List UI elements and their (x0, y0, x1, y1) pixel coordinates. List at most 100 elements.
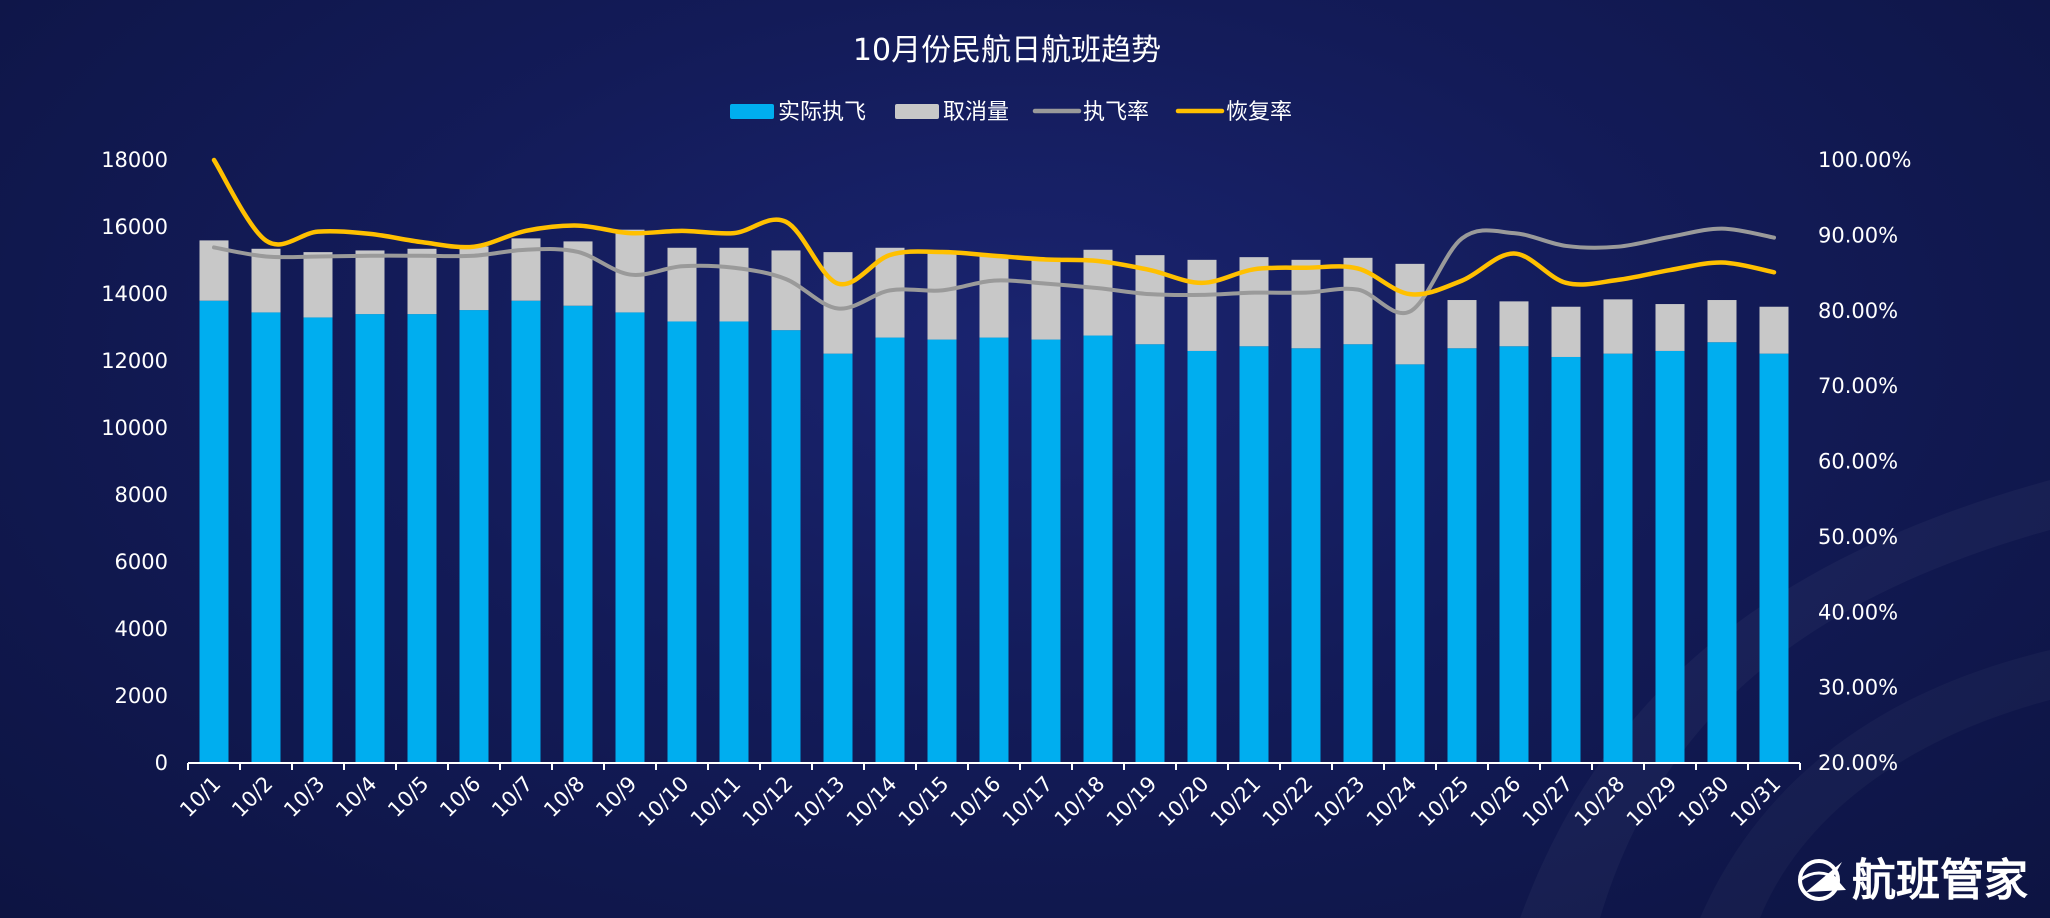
bar-cancellations (1551, 306, 1581, 357)
x-tick-label: 10/23 (1310, 772, 1370, 832)
x-tick-label: 10/30 (1674, 772, 1734, 832)
bar-actual-flights (979, 337, 1009, 763)
bar-cancellations (667, 247, 697, 322)
x-tick-label: 10/11 (686, 772, 746, 832)
x-tick-label: 10/5 (383, 772, 433, 822)
bar-actual-flights (1447, 348, 1477, 763)
x-axis: 10/1 10/2 10/3 10/4 10/5 10/6 10/7 10/8 10/910/1… (175, 762, 1801, 832)
line-flight-rate (212, 226, 1776, 316)
line-series (211, 157, 1777, 316)
x-tick-label: 10/14 (842, 772, 902, 832)
y-axis-left: 0 2000 4000 6000 8000 10000 12000 14000 16000 180… (101, 148, 168, 775)
bar-cancellations (1291, 259, 1321, 349)
y-left-tick-label: 10000 (101, 416, 168, 440)
legend-label: 实际执飞 (778, 100, 866, 125)
brand-watermark: 航班管家 (1798, 855, 2028, 906)
bar-actual-flights (563, 305, 593, 763)
bar-actual-flights (1083, 335, 1113, 763)
bar-cancellations (1187, 259, 1217, 351)
y-left-tick-label: 18000 (101, 148, 168, 172)
bar-actual-flights (1759, 353, 1789, 763)
legend-item: 执飞率 (1032, 100, 1149, 125)
bar-cancellations (355, 250, 385, 315)
x-tick-label: 10/18 (1050, 772, 1110, 832)
y-left-tick-label: 2000 (115, 684, 168, 708)
bar-actual-flights (719, 321, 749, 763)
bar-actual-flights (1135, 344, 1165, 763)
bar-cancellations (719, 247, 749, 322)
bar-actual-flights (875, 337, 905, 763)
x-tick-label: 10/25 (1414, 772, 1474, 832)
bar-actual-flights (927, 339, 957, 763)
bar-actual-flights (1291, 348, 1321, 763)
x-tick-label: 10/17 (998, 772, 1058, 832)
x-tick-label: 10/22 (1258, 772, 1318, 832)
bar-actual-flights (1239, 346, 1269, 763)
x-tick-label: 10/13 (790, 772, 850, 832)
x-tick-label: 10/16 (946, 772, 1006, 832)
x-tick-label: 10/2 (227, 772, 277, 822)
bar-actual-flights (1395, 364, 1425, 763)
x-tick-label: 10/12 (738, 772, 798, 832)
bar-actual-flights (1343, 344, 1373, 763)
bar-actual-flights (1187, 350, 1217, 763)
x-tick-label: 10/4 (331, 772, 381, 822)
bar-cancellations (1499, 301, 1529, 347)
y-right-tick-label: 70.00% (1818, 374, 1898, 398)
y-left-tick-label: 14000 (101, 282, 168, 306)
bar-actual-flights (199, 300, 229, 763)
bar-cancellations (1759, 306, 1789, 354)
x-tick-label: 10/3 (279, 772, 329, 822)
bar-actual-flights (1655, 350, 1685, 763)
x-tick-label: 10/24 (1362, 772, 1422, 832)
bar-actual-flights (355, 314, 385, 763)
bar-cancellations (771, 250, 801, 331)
x-tick-label: 10/21 (1206, 772, 1266, 832)
bar-actual-flights (251, 312, 281, 763)
y-right-tick-label: 20.00% (1818, 751, 1898, 775)
brand-name: 航班管家 (1852, 855, 2028, 906)
bar-cancellations (1655, 304, 1685, 351)
bar-actual-flights (1707, 342, 1737, 763)
bar-cancellations (1031, 257, 1061, 340)
bar-cancellations (927, 250, 957, 340)
bar-actual-flights (1031, 339, 1061, 763)
bar-cancellations (1603, 299, 1633, 354)
y-right-tick-label: 80.00% (1818, 299, 1898, 323)
x-tick-label: 10/6 (435, 772, 485, 822)
legend-label: 取消量 (943, 100, 1009, 125)
y-left-tick-label: 12000 (101, 349, 168, 373)
y-left-tick-label: 16000 (101, 215, 168, 239)
bar-actual-flights (615, 312, 645, 763)
x-tick-label: 10/20 (1154, 772, 1214, 832)
chart-title: 10月份民航日航班趋势 (853, 33, 1161, 68)
bar-actual-flights (771, 330, 801, 763)
x-tick-label: 10/19 (1102, 772, 1162, 832)
x-tick-label: 10/8 (539, 772, 589, 822)
y-right-tick-label: 30.00% (1818, 676, 1898, 700)
legend: 实际执飞 取消量 执飞率 恢复率 (730, 100, 1292, 125)
y-left-tick-label: 0 (155, 751, 168, 775)
bar-actual-flights (1499, 346, 1529, 763)
legend-label: 执飞率 (1083, 100, 1149, 125)
plane-globe-logo (1798, 859, 1846, 901)
legend-swatch (895, 104, 939, 119)
legend-item: 取消量 (895, 100, 1009, 125)
y-left-tick-label: 8000 (115, 483, 168, 507)
bar-actual-flights (1551, 356, 1581, 763)
legend-label: 恢复率 (1226, 100, 1292, 125)
y-right-tick-label: 90.00% (1818, 223, 1898, 247)
x-tick-label: 10/10 (634, 772, 694, 832)
y-right-tick-label: 40.00% (1818, 600, 1898, 624)
x-tick-label: 10/7 (487, 772, 537, 822)
bar-cancellations (1707, 300, 1737, 343)
x-tick-label: 10/1 (175, 772, 225, 822)
x-tick-label: 10/26 (1466, 772, 1526, 832)
bar-actual-flights (511, 300, 541, 763)
bar-cancellations (251, 248, 281, 313)
bar-cancellations (1447, 300, 1477, 349)
bar-actual-flights (1603, 353, 1633, 763)
bar-cancellations (823, 252, 853, 354)
y-right-tick-label: 50.00% (1818, 525, 1898, 549)
